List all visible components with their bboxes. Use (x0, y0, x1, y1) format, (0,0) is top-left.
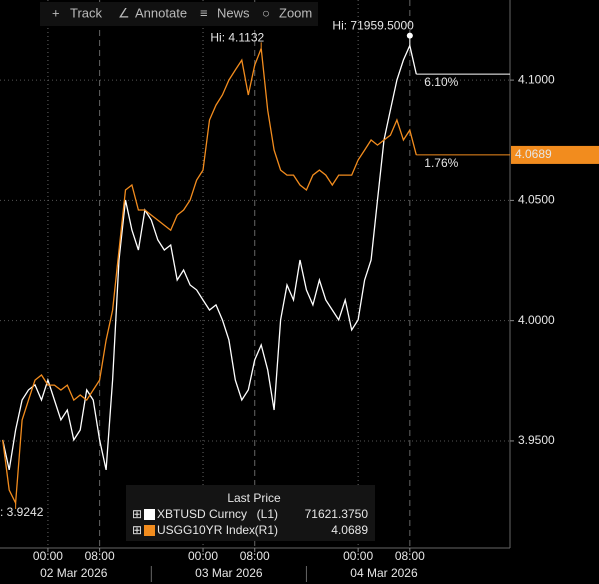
date-label: 04 Mar 2026 (350, 566, 418, 580)
zoom-button[interactable]: Zoom (279, 5, 312, 20)
legend-expander: ⊞ (132, 507, 142, 521)
legend-swatch (144, 525, 155, 536)
x-tick-label: 08:00 (240, 549, 270, 563)
annotate-button[interactable]: Annotate (135, 5, 187, 20)
last-value-box (511, 145, 599, 164)
y-tick-label: 4.0000 (518, 313, 555, 327)
date-label: 03 Mar 2026 (195, 566, 263, 580)
y-tick-label: 4.1000 (518, 72, 555, 86)
legend-axis: (L1) (257, 507, 278, 521)
legend-label: XBTUSD Curncy (157, 507, 247, 521)
x-tick-label: 00:00 (188, 549, 218, 563)
legend-bg (126, 485, 375, 541)
icon: ∠ (118, 5, 130, 20)
change-label: 6.10% (424, 75, 458, 89)
x-tick-label: 08:00 (395, 549, 425, 563)
plot-area (0, 0, 510, 548)
legend-swatch (144, 509, 155, 520)
news-button[interactable]: News (217, 5, 250, 20)
change-label: 1.76% (424, 156, 458, 170)
legend-label: USGG10YR Index (157, 523, 255, 537)
last-value-label: 4.0689 (515, 147, 552, 161)
y-tick-label: 4.0500 (518, 193, 555, 207)
legend-value: 71621.3750 (305, 507, 369, 521)
hi-marker (406, 32, 413, 39)
y-tick-label: 3.9500 (518, 433, 555, 447)
icon: + (52, 5, 60, 20)
series-line (2, 43, 417, 471)
series-line (2, 48, 417, 506)
toolbar: Track Annotate News Zoom + ∠ ≡ ○ (40, 2, 318, 26)
x-tick-label: 00:00 (33, 549, 63, 563)
legend-title: Last Price (227, 491, 281, 505)
lo-label: : 3.9242 (0, 505, 44, 519)
icon: ≡ (200, 5, 208, 20)
hi-label: Hi: 4.1132 (210, 31, 264, 45)
legend-expander: ⊞ (132, 523, 142, 537)
x-tick-label: 00:00 (343, 549, 373, 563)
icon: ○ (262, 5, 270, 20)
hi-label: Hi: 71959.5000 (332, 19, 414, 33)
date-label: 02 Mar 2026 (40, 566, 108, 580)
legend-value: 4.0689 (331, 523, 368, 537)
x-tick-label: 08:00 (85, 549, 115, 563)
legend: Last Price (126, 485, 375, 541)
toolbar-bg (40, 2, 318, 26)
legend-axis: (R1) (255, 523, 278, 537)
track-button[interactable]: Track (70, 5, 103, 20)
